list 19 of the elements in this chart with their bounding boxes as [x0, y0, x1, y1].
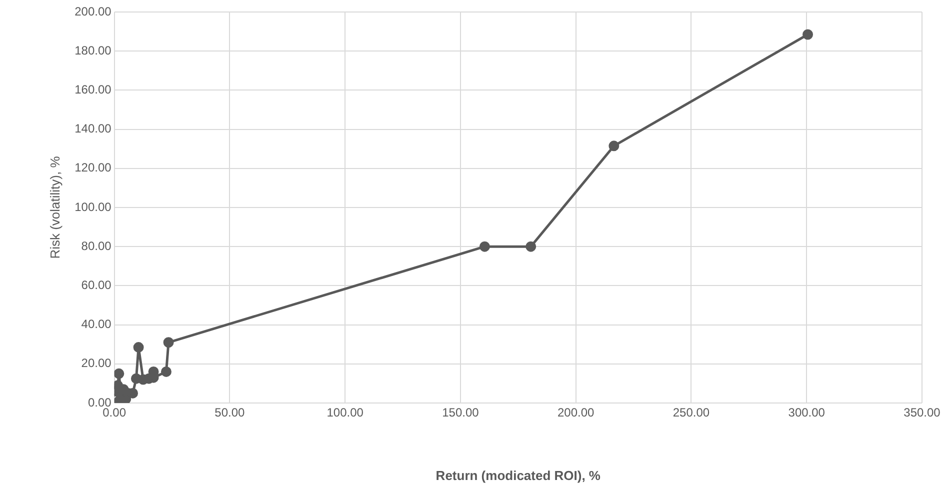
x-tick-label: 250.00 — [672, 406, 710, 420]
x-tick-label: 100.00 — [326, 406, 364, 420]
y-tick-label: 160.00 — [74, 82, 112, 97]
y-axis-title: Risk (volatility), % — [47, 156, 62, 259]
y-tick-label: 180.00 — [74, 43, 112, 58]
x-tick-label: 200.00 — [557, 406, 595, 420]
y-tick-label: 120.00 — [74, 160, 112, 175]
y-tick-label: 140.00 — [74, 122, 112, 136]
y-tick-label: 100.00 — [74, 200, 112, 214]
x-tick-label: 150.00 — [442, 406, 480, 420]
y-tick-label: 80.00 — [81, 238, 112, 253]
x-tick-label: 50.00 — [214, 406, 246, 420]
y-tick-label: 20.00 — [81, 356, 112, 370]
x-tick-label: 300.00 — [788, 406, 826, 420]
y-tick-label: 60.00 — [81, 278, 112, 292]
x-axis-title: Return (modicated ROI), % — [436, 468, 601, 483]
y-tick-label: 40.00 — [81, 317, 112, 332]
y-tick-label: 200.00 — [74, 4, 112, 18]
x-tick-label: 350.00 — [904, 406, 941, 420]
